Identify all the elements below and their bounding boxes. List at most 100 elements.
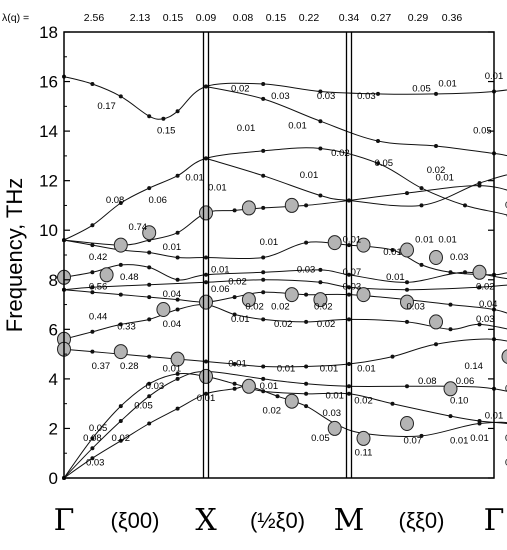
data-point bbox=[147, 283, 151, 287]
point-annotation: 0.07 bbox=[404, 435, 423, 446]
data-point bbox=[347, 317, 351, 321]
point-annotation: 0.44 bbox=[89, 311, 108, 322]
x-axis-labels: Γ(ξ00)X(½ξ0)M(ξξ0)Γ bbox=[54, 503, 505, 538]
data-point bbox=[376, 139, 380, 143]
highlighted-point bbox=[157, 303, 170, 317]
point-annotation: 0.10 bbox=[450, 396, 469, 407]
y-tick-label: 8 bbox=[49, 271, 58, 290]
data-point bbox=[405, 288, 409, 292]
direction-label: (ξξ0) bbox=[399, 508, 445, 533]
point-annotation: 0.01 bbox=[163, 242, 182, 253]
lambda-value: 0.29 bbox=[408, 12, 429, 24]
lambda-value: 0.08 bbox=[233, 12, 254, 24]
data-point bbox=[391, 402, 395, 406]
data-point bbox=[90, 446, 94, 450]
point-annotation: 0.02 bbox=[274, 319, 293, 330]
point-annotation: 0.02 bbox=[476, 282, 495, 293]
data-point bbox=[147, 186, 151, 190]
y-tick-label: 18 bbox=[39, 23, 58, 42]
data-point bbox=[90, 82, 94, 86]
data-point bbox=[90, 330, 94, 334]
data-point bbox=[204, 256, 208, 260]
data-point bbox=[420, 263, 424, 267]
y-tick-label: 6 bbox=[49, 320, 58, 339]
point-annotation: 0.04 bbox=[163, 289, 182, 300]
point-annotation: 0.01 bbox=[237, 123, 256, 134]
data-point bbox=[304, 203, 308, 207]
data-point bbox=[318, 280, 322, 284]
data-point bbox=[347, 362, 351, 366]
point-annotation: 0.02 bbox=[112, 433, 131, 444]
lambda-value: 0.36 bbox=[442, 12, 463, 24]
point-annotation: 0.01 bbox=[415, 235, 434, 246]
data-point bbox=[304, 365, 308, 369]
data-point bbox=[304, 241, 308, 245]
point-annotation: 0.01 bbox=[260, 381, 279, 392]
point-annotation: 0.03 bbox=[297, 264, 316, 275]
highlighted-point bbox=[328, 236, 341, 250]
data-point bbox=[304, 320, 308, 324]
data-point bbox=[147, 422, 151, 426]
data-point bbox=[391, 355, 395, 359]
data-point bbox=[347, 199, 351, 203]
point-annotation: 0.01 bbox=[450, 435, 469, 446]
data-point bbox=[420, 186, 424, 190]
data-point bbox=[318, 194, 322, 198]
data-point bbox=[233, 295, 237, 299]
y-tick-label: 0 bbox=[49, 469, 58, 488]
data-point bbox=[261, 270, 265, 274]
highlighted-point bbox=[430, 251, 443, 265]
data-point bbox=[261, 365, 265, 369]
lambda-value: 0.27 bbox=[371, 12, 392, 24]
dispersion-branch-13 bbox=[64, 374, 507, 478]
point-annotation: 0.01 bbox=[320, 364, 339, 375]
point-annotation: 0.01 bbox=[185, 173, 204, 184]
data-point bbox=[434, 92, 438, 96]
data-point bbox=[204, 156, 208, 160]
highlighted-point bbox=[285, 394, 298, 408]
lambda-value: 0.22 bbox=[299, 12, 320, 24]
data-point bbox=[176, 256, 180, 260]
point-annotation: 0.01 bbox=[325, 391, 344, 402]
point-annotation: 0.01 bbox=[277, 364, 296, 375]
data-point bbox=[261, 317, 265, 321]
data-point bbox=[449, 327, 453, 331]
point-annotation: 0.02 bbox=[271, 302, 290, 313]
data-point bbox=[176, 377, 180, 381]
data-point bbox=[434, 144, 438, 148]
data-point bbox=[119, 419, 123, 423]
data-point bbox=[147, 251, 151, 255]
data-point bbox=[478, 184, 482, 188]
symmetry-point-label: Γ bbox=[54, 503, 75, 538]
y-tick-label: 16 bbox=[39, 73, 58, 92]
point-annotation: 0.08 bbox=[106, 195, 125, 206]
data-point bbox=[261, 278, 265, 282]
highlighted-point bbox=[285, 288, 298, 302]
symmetry-point-label: M bbox=[334, 503, 365, 538]
data-point bbox=[304, 382, 308, 386]
data-point bbox=[161, 117, 165, 121]
y-tick-label: 4 bbox=[49, 370, 58, 389]
data-point bbox=[261, 174, 265, 178]
data-point bbox=[176, 278, 180, 282]
highlighted-point bbox=[242, 379, 255, 393]
data-point bbox=[405, 191, 409, 195]
data-point bbox=[176, 231, 180, 235]
data-point bbox=[147, 295, 151, 299]
highlighted-point bbox=[328, 421, 341, 435]
data-point bbox=[318, 147, 322, 151]
data-point bbox=[204, 360, 208, 364]
lambda-value: 0.15 bbox=[266, 12, 287, 24]
point-annotation: 0.06 bbox=[211, 284, 230, 295]
point-annotation: 0.05 bbox=[375, 158, 394, 169]
data-point bbox=[176, 174, 180, 178]
data-point bbox=[304, 293, 308, 297]
data-point bbox=[90, 223, 94, 227]
point-annotation: 0.01 bbox=[357, 364, 376, 375]
point-annotation: 0.02 bbox=[263, 406, 282, 417]
point-annotation: 0.42 bbox=[89, 252, 108, 263]
lambda-value: 0.34 bbox=[339, 12, 360, 24]
highlighted-point bbox=[114, 345, 127, 359]
point-annotation: 0.03 bbox=[271, 91, 290, 102]
point-annotation: 0.02 bbox=[354, 396, 373, 407]
